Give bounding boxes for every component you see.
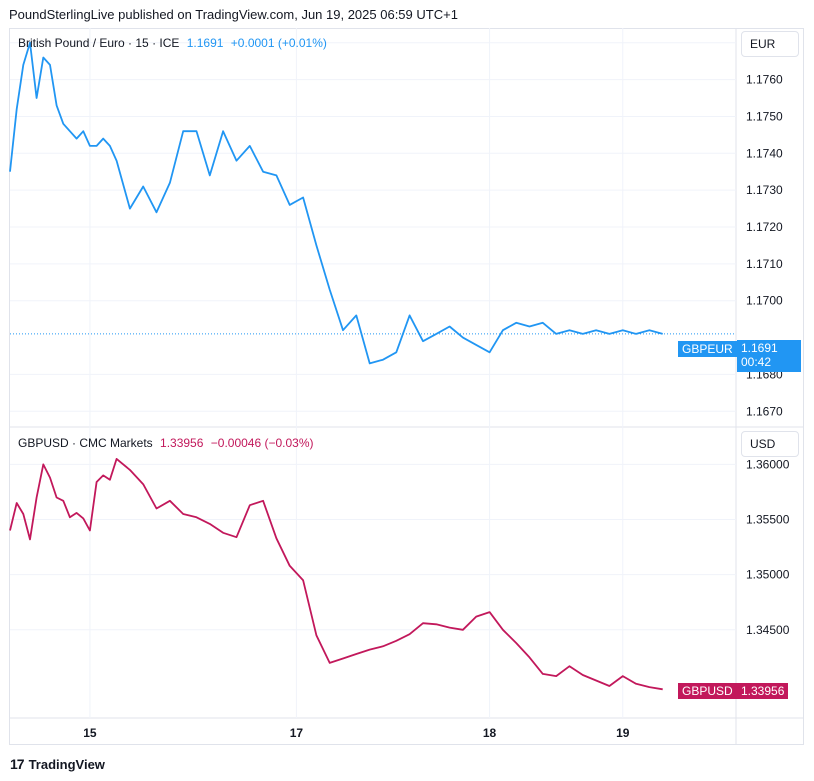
y-tick-label: 1.35500	[746, 513, 790, 527]
series-line-gbpusd	[9, 458, 663, 691]
x-tick-label: 15	[83, 726, 97, 740]
y-tick-label: 1.1750	[746, 109, 783, 123]
legend-gbpusd-last: 1.33956	[160, 436, 204, 450]
gbpeur-price-tag: 1.1691 00:42	[737, 340, 801, 372]
legend-gbpeur-symbol: British Pound / Euro · 15 · ICE	[18, 36, 180, 50]
y-tick-label: 1.36000	[746, 457, 790, 471]
tradingview-logo-icon: 17	[10, 756, 25, 772]
series-line-gbpeur	[9, 41, 663, 365]
legend-gbpusd[interactable]: GBPUSD · CMC Markets 1.33956 −0.00046 (−…	[18, 436, 318, 450]
y-tick-label: 1.1740	[746, 146, 783, 160]
legend-gbpusd-change: −0.00046 (−0.03%)	[210, 436, 314, 450]
tradingview-brand: TradingView	[28, 756, 105, 772]
publisher-header: PoundSterlingLive published on TradingVi…	[9, 7, 458, 22]
y-tick-label: 1.34500	[746, 623, 790, 637]
legend-gbpusd-symbol: GBPUSD · CMC Markets	[18, 436, 153, 450]
tradingview-footer[interactable]: 17 TradingView	[10, 756, 105, 772]
legend-gbpeur-change: +0.0001 (+0.01%)	[230, 36, 327, 50]
y-tick-label: 1.1730	[746, 183, 783, 197]
y-tick-label: 1.35000	[746, 568, 790, 582]
currency-button-eur[interactable]: EUR	[741, 31, 799, 57]
y-tick-label: 1.1760	[746, 73, 783, 87]
gbpusd-symbol-tag: GBPUSD	[678, 683, 737, 699]
y-tick-label: 1.1710	[746, 257, 783, 271]
gbpeur-price-tag-value: 1.1691	[741, 341, 778, 355]
y-tick-label: 1.1720	[746, 220, 783, 234]
legend-gbpeur[interactable]: British Pound / Euro · 15 · ICE 1.1691 +…	[18, 36, 331, 50]
gbpeur-price-tag-countdown: 00:42	[741, 355, 772, 369]
chart-frame	[9, 28, 804, 745]
x-tick-label: 17	[290, 726, 304, 740]
currency-button-usd[interactable]: USD	[741, 431, 799, 457]
y-tick-label: 1.1700	[746, 294, 783, 308]
x-tick-label: 18	[483, 726, 497, 740]
gbpusd-price-tag: 1.33956	[737, 683, 789, 699]
y-tick-label: 1.1670	[746, 404, 783, 418]
legend-gbpeur-last: 1.1691	[186, 36, 224, 50]
x-tick-label: 19	[616, 726, 630, 740]
gbpeur-symbol-tag: GBPEUR	[678, 341, 737, 357]
